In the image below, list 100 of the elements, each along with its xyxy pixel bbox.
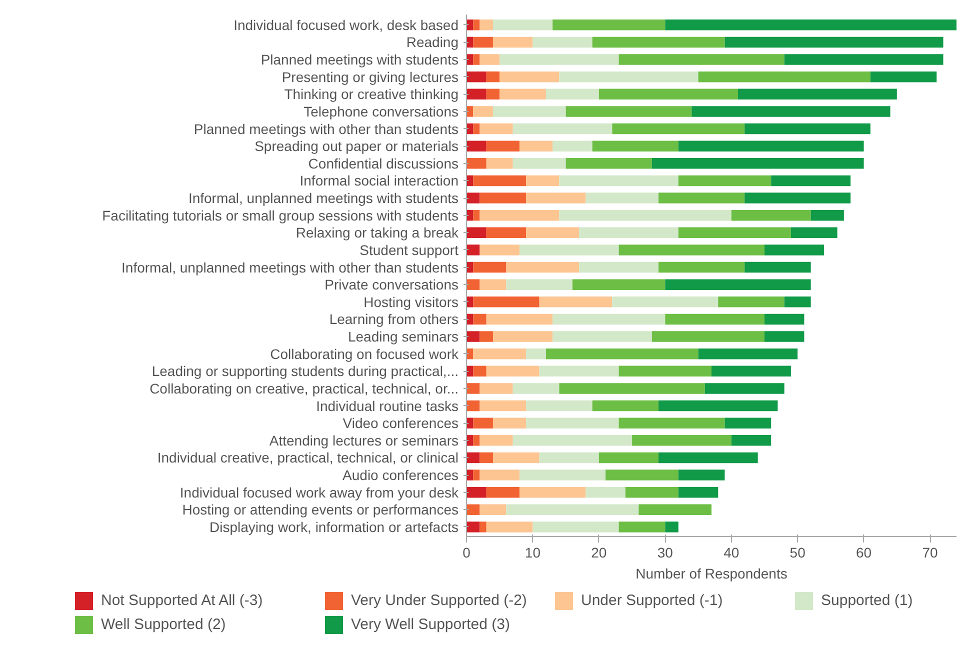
bar (658, 262, 745, 273)
bar (618, 244, 764, 256)
bar (738, 88, 897, 100)
bar (559, 175, 678, 186)
x-tick-label: 40 (724, 544, 740, 560)
bar (712, 366, 791, 377)
y-tick-label: Displaying work, information or artefacts (210, 518, 459, 535)
legend-label: Well Supported (2) (101, 615, 226, 636)
bar (744, 262, 811, 273)
bar (480, 331, 493, 342)
bar (552, 140, 592, 152)
bar (492, 418, 526, 428)
bar (480, 192, 526, 204)
bar (764, 314, 804, 325)
bar (724, 36, 944, 48)
bar (652, 158, 864, 169)
y-tick-label: Audio conferences (342, 467, 459, 484)
bar (466, 383, 480, 394)
bar (618, 522, 666, 532)
bar (539, 366, 619, 377)
bar (506, 504, 639, 516)
bar (473, 296, 540, 308)
y-tick-label: Individual focused work, desk based (234, 16, 459, 33)
bar (784, 296, 811, 308)
bar (480, 123, 513, 134)
bar (492, 331, 553, 342)
bar (704, 383, 784, 394)
bar (480, 435, 513, 446)
bar (632, 435, 732, 446)
y-tick-label: Planned meetings with students (260, 52, 459, 68)
legend-label: Supported (1) (821, 591, 913, 612)
bar (466, 244, 480, 256)
bar (466, 106, 474, 117)
bar (473, 262, 506, 273)
bar (532, 522, 619, 532)
bar (480, 470, 520, 480)
bar (480, 210, 560, 221)
bar (486, 88, 500, 100)
bar (698, 71, 870, 82)
bar (473, 348, 526, 360)
bar (473, 314, 486, 325)
bar (473, 54, 480, 65)
y-tick-label: Informal, unplanned meetings with students (188, 190, 458, 206)
y-tick-label: Leading seminars (348, 328, 459, 345)
bar (658, 192, 745, 204)
bar (618, 418, 725, 428)
bar (731, 435, 772, 446)
bar (500, 88, 546, 100)
y-tick-label: Planned meetings with other than students (194, 120, 459, 137)
y-tick-label: Presenting or giving lectures (282, 68, 459, 85)
bar (532, 36, 592, 48)
bar (473, 123, 480, 134)
bar (473, 106, 493, 117)
bar (692, 106, 890, 117)
bar (731, 210, 811, 221)
bar (566, 106, 692, 117)
bar (492, 36, 533, 48)
bar (466, 435, 474, 446)
bar (638, 504, 712, 516)
bar (764, 331, 804, 342)
bar (466, 331, 480, 342)
bar (473, 175, 526, 186)
y-tick-label: Attending lectures or seminars (269, 432, 459, 448)
bar (466, 54, 474, 65)
bar (598, 452, 659, 464)
bar (500, 54, 619, 65)
bar (526, 418, 619, 428)
y-tick-label: Learning from others (329, 311, 459, 328)
bar (566, 158, 652, 169)
bar (870, 71, 937, 82)
bar (486, 366, 540, 377)
bar (506, 279, 572, 290)
y-tick-label: Individual focused work away from your desk (180, 484, 460, 500)
bar (486, 140, 520, 152)
y-tick-label: Collaborating on creative, practical, technical, or... (150, 380, 458, 396)
bar (492, 20, 553, 30)
bar (473, 36, 493, 48)
legend-label: Under Supported (-1) (581, 591, 723, 612)
bar (658, 452, 758, 464)
bar (466, 400, 480, 412)
bar (473, 418, 493, 428)
y-tick-label: Student support (360, 242, 459, 258)
bar (466, 279, 480, 290)
bar (572, 279, 666, 290)
y-tick-label: Leading or supporting students during practical,... (152, 363, 459, 380)
y-tick-label: Relaxing or taking a break (296, 224, 460, 241)
bar (480, 452, 493, 464)
bar (486, 71, 500, 82)
bar (480, 54, 500, 65)
bar (718, 296, 784, 308)
bar (598, 88, 738, 100)
bar (466, 20, 474, 30)
x-tick-label: 70 (922, 544, 938, 560)
bar (744, 192, 851, 204)
bar (771, 175, 851, 186)
y-tick-label: Collaborating on focused work (270, 346, 460, 362)
bar (618, 54, 784, 65)
bar (678, 470, 725, 480)
bar (559, 210, 732, 221)
bar (526, 348, 546, 360)
